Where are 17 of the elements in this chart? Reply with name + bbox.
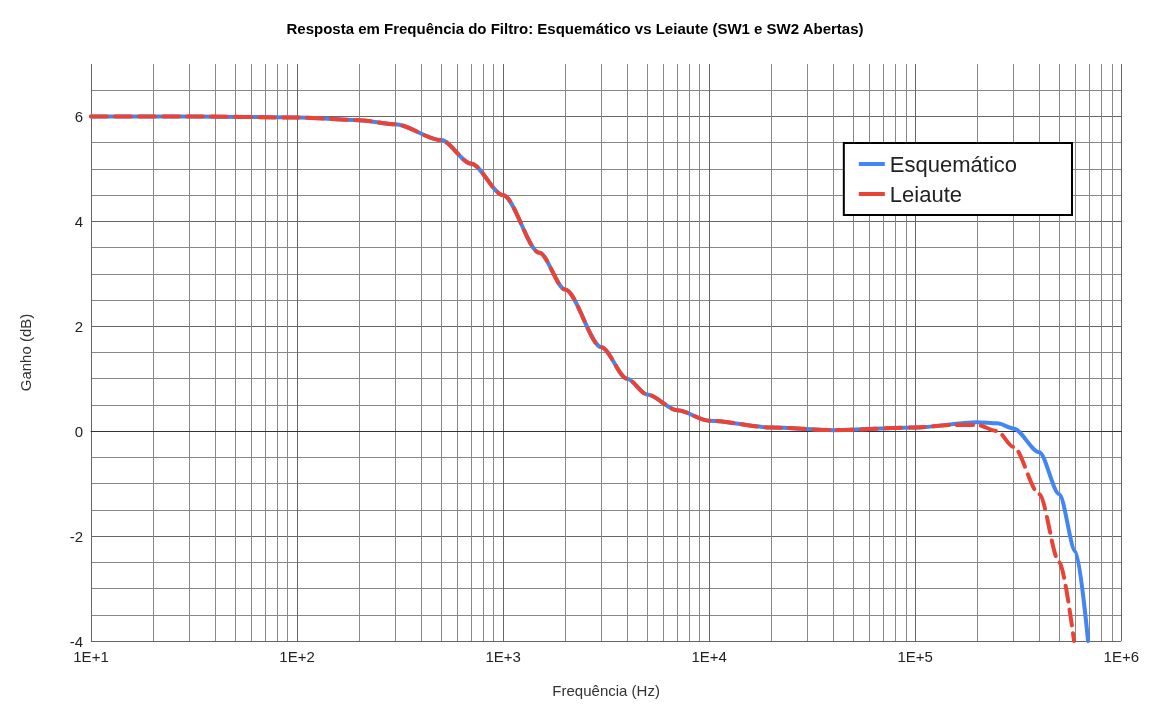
y-tick-label: 0 [74,422,83,440]
y-tick-label: 4 [74,212,83,230]
y-tick-label: -4 [69,632,83,650]
legend-label: Esquemático [889,151,1018,177]
y-tick-label: 6 [74,107,83,125]
x-tick-label: 1E+6 [1103,648,1139,665]
x-tick-label: 1E+4 [691,648,727,665]
y-tick-label: 2 [74,317,83,335]
x-tick-label: 1E+2 [279,648,315,665]
y-axis-title: Ganho (dB) [17,313,34,392]
x-tick-label: 1E+3 [485,648,521,665]
x-tick-label: 1E+5 [897,648,933,665]
y-tick-label: -2 [69,527,83,545]
chart-title: Resposta em Frequência do Filtro: Esquemático vs Leiaute (SW1 e SW2 Abertas) [286,20,864,37]
legend-label: Leiaute [889,181,963,207]
x-tick-label: 1E+1 [73,648,109,665]
x-axis-title: Frequência (Hz) [552,682,660,699]
